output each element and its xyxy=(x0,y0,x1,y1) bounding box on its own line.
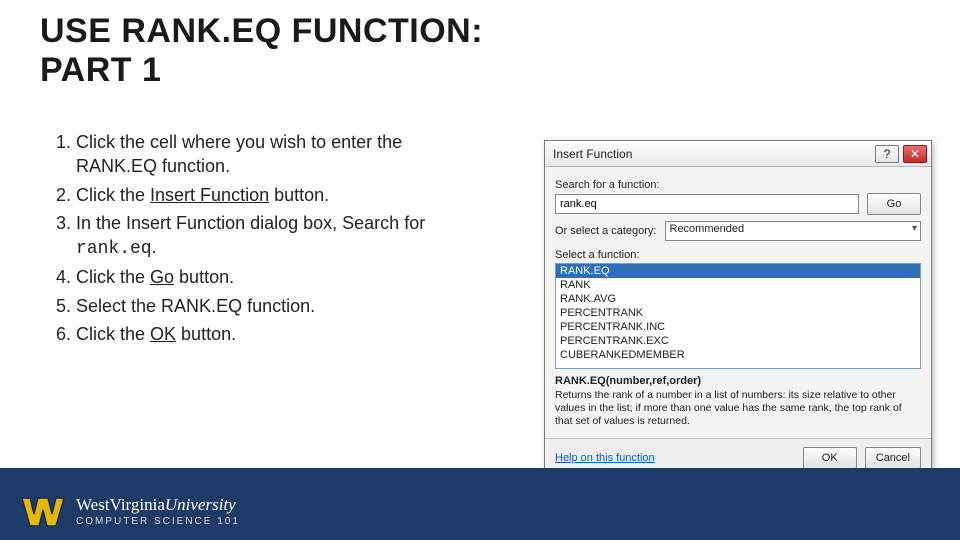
slide: USE RANK.EQ FUNCTION: PART 1 Click the c… xyxy=(0,0,960,540)
list-item[interactable]: PERCENTRANK.INC xyxy=(556,320,920,334)
insert-function-dialog: Insert Function ? ✕ Search for a functio… xyxy=(544,140,932,478)
close-icon[interactable]: ✕ xyxy=(903,145,927,163)
footer-chevron-decoration xyxy=(680,468,960,540)
list-item[interactable]: RANK.EQ xyxy=(556,264,920,278)
search-label: Search for a function: xyxy=(555,179,921,191)
slide-title: USE RANK.EQ FUNCTION: PART 1 xyxy=(40,12,483,90)
function-signature: RANK.EQ(number,ref,order) xyxy=(555,375,701,387)
list-item[interactable]: PERCENTRANK.EXC xyxy=(556,334,920,348)
go-button[interactable]: Go xyxy=(867,193,921,215)
category-label: Or select a category: xyxy=(555,225,657,237)
step-6: Click the OK button. xyxy=(76,322,488,346)
title-line-2: PART 1 xyxy=(40,51,483,90)
help-link[interactable]: Help on this function xyxy=(555,452,655,464)
function-list[interactable]: RANK.EQ RANK RANK.AVG PERCENTRANK PERCEN… xyxy=(555,263,921,369)
ok-button[interactable]: OK xyxy=(803,447,857,469)
cancel-button[interactable]: Cancel xyxy=(865,447,921,469)
footer-logo: WestVirginiaUniversity COMPUTER SCIENCE … xyxy=(20,492,240,530)
dialog-titlebar: Insert Function ? ✕ xyxy=(545,141,931,167)
wv-logo-icon xyxy=(20,492,66,530)
step-1: Click the cell where you wish to enter t… xyxy=(76,130,488,179)
function-desc-text: Returns the rank of a number in a list o… xyxy=(555,389,902,427)
university-text: WestVirginiaUniversity COMPUTER SCIENCE … xyxy=(76,495,240,527)
search-input[interactable] xyxy=(555,194,859,214)
list-item[interactable]: RANK.AVG xyxy=(556,292,920,306)
function-list-label: Select a function: xyxy=(555,249,921,261)
steps-list: Click the cell where you wish to enter t… xyxy=(48,130,488,350)
dialog-title: Insert Function xyxy=(553,147,632,161)
function-description: RANK.EQ(number,ref,order) Returns the ra… xyxy=(555,375,921,428)
list-item[interactable]: RANK xyxy=(556,278,920,292)
dialog-body: Search for a function: Go Or select a ca… xyxy=(545,167,931,438)
slide-footer: WestVirginiaUniversity COMPUTER SCIENCE … xyxy=(0,468,960,540)
step-4: Click the Go button. xyxy=(76,265,488,289)
step-2: Click the Insert Function button. xyxy=(76,183,488,207)
step-3: In the Insert Function dialog box, Searc… xyxy=(76,211,488,262)
title-line-1: USE RANK.EQ FUNCTION: xyxy=(40,12,483,51)
step-5: Select the RANK.EQ function. xyxy=(76,294,488,318)
list-item[interactable]: CUBERANKEDMEMBER xyxy=(556,348,920,362)
category-select[interactable]: Recommended xyxy=(665,221,922,241)
list-item[interactable]: PERCENTRANK xyxy=(556,306,920,320)
help-icon[interactable]: ? xyxy=(875,145,899,163)
